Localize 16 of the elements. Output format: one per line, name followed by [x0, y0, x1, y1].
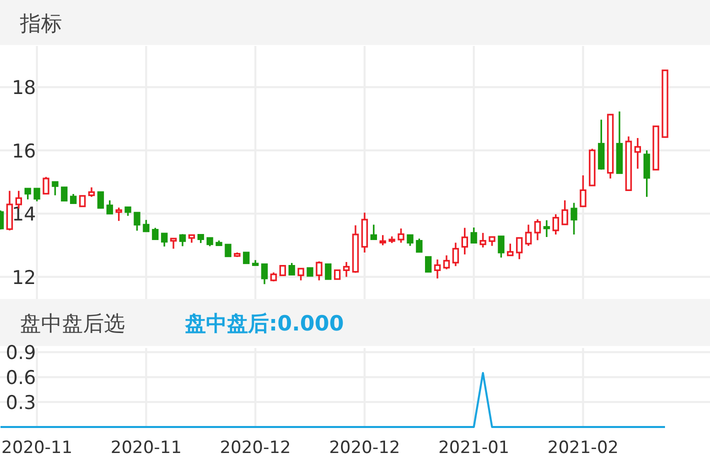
text: 盘中盘后:0.000 — [184, 312, 344, 336]
chart-title: 盘中盘后选 — [20, 312, 125, 336]
y-tick-label: 18 — [12, 77, 36, 100]
x-tick-label: 2020-12 — [329, 438, 400, 458]
y-tick-label: 12 — [12, 266, 36, 289]
y-tick-label: 0.6 — [6, 367, 36, 390]
chart-title: 指标 — [19, 12, 62, 36]
x-tick-label: 2020-11 — [1, 438, 72, 458]
y-tick-label: 16 — [12, 140, 36, 162]
y-tick-label: 0.3 — [6, 392, 36, 414]
y-tick-label: 14 — [12, 204, 36, 226]
x-tick-label: 2020-11 — [110, 438, 182, 458]
x-tick-label: 2021-01 — [438, 438, 510, 458]
x-tick-label: 2020-12 — [220, 438, 291, 458]
y-tick-label: 0.9 — [6, 342, 36, 364]
x-tick-label: 2021-02 — [548, 438, 619, 458]
